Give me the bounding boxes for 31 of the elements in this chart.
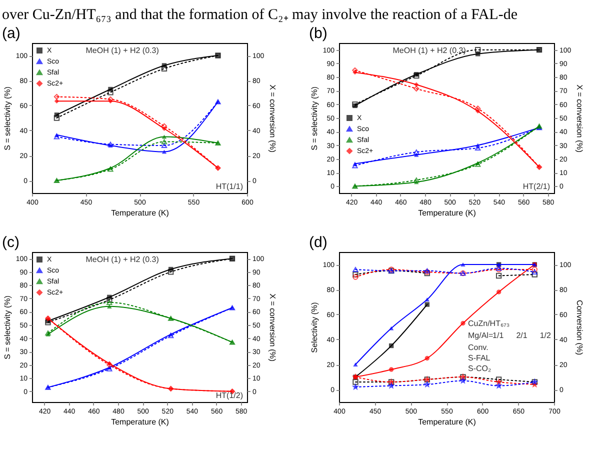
- y2-axis-title: X = conversion (%): [268, 294, 278, 362]
- annotation: MeOH (1) + H2 (0.3): [392, 46, 466, 55]
- y2-axis-title: X = conversion (%): [268, 84, 278, 153]
- y2-axis-title: Conversion (%): [575, 300, 584, 356]
- annotation: S-CO₂: [468, 364, 492, 373]
- annotation: 1/2: [540, 331, 552, 340]
- chart-title: (a): [2, 25, 20, 42]
- chart-title: (b): [309, 25, 328, 42]
- x-axis-title: Temperature (K): [111, 208, 170, 218]
- y-axis-title: S = selectivity (%): [2, 86, 12, 150]
- x-axis-title: Temperature (K): [418, 208, 476, 218]
- annotation: HT(1/1): [216, 182, 244, 191]
- annotation: S-FAL: [468, 354, 491, 362]
- x-axis-title: Temperature (K): [111, 418, 170, 426]
- annotation: HT(2/1): [522, 182, 550, 191]
- annotation: HT(1/2): [216, 391, 244, 400]
- x-axis-title: Temperature (K): [418, 418, 476, 426]
- annotation: MeOH (1) + H2 (0.3): [86, 255, 160, 264]
- text: over Cu-Zn/HT₆₇₃ and that the formation of C₂₊ may involve the reaction of a FAL-de: [1, 6, 518, 25]
- chart-title: (c): [2, 234, 20, 251]
- annotation: 2/1: [516, 331, 528, 340]
- y2-axis-title: X = conversion (%): [575, 84, 584, 153]
- annotation: 1/1: [492, 331, 504, 340]
- y-axis-title: S = selectivity (%): [2, 295, 12, 360]
- annotation: CuZn/HT₆₇₃: [468, 319, 510, 328]
- annotation: Conv.: [468, 343, 488, 352]
- annotation: MeOH (1) + H2 (0.3): [86, 46, 160, 55]
- y-axis-title: S = selectivity (%): [310, 86, 319, 150]
- annotation: Mg/Al=: [468, 331, 494, 340]
- chart-title: (d): [309, 234, 328, 251]
- y-axis-title: Selectivity (%): [310, 302, 319, 353]
